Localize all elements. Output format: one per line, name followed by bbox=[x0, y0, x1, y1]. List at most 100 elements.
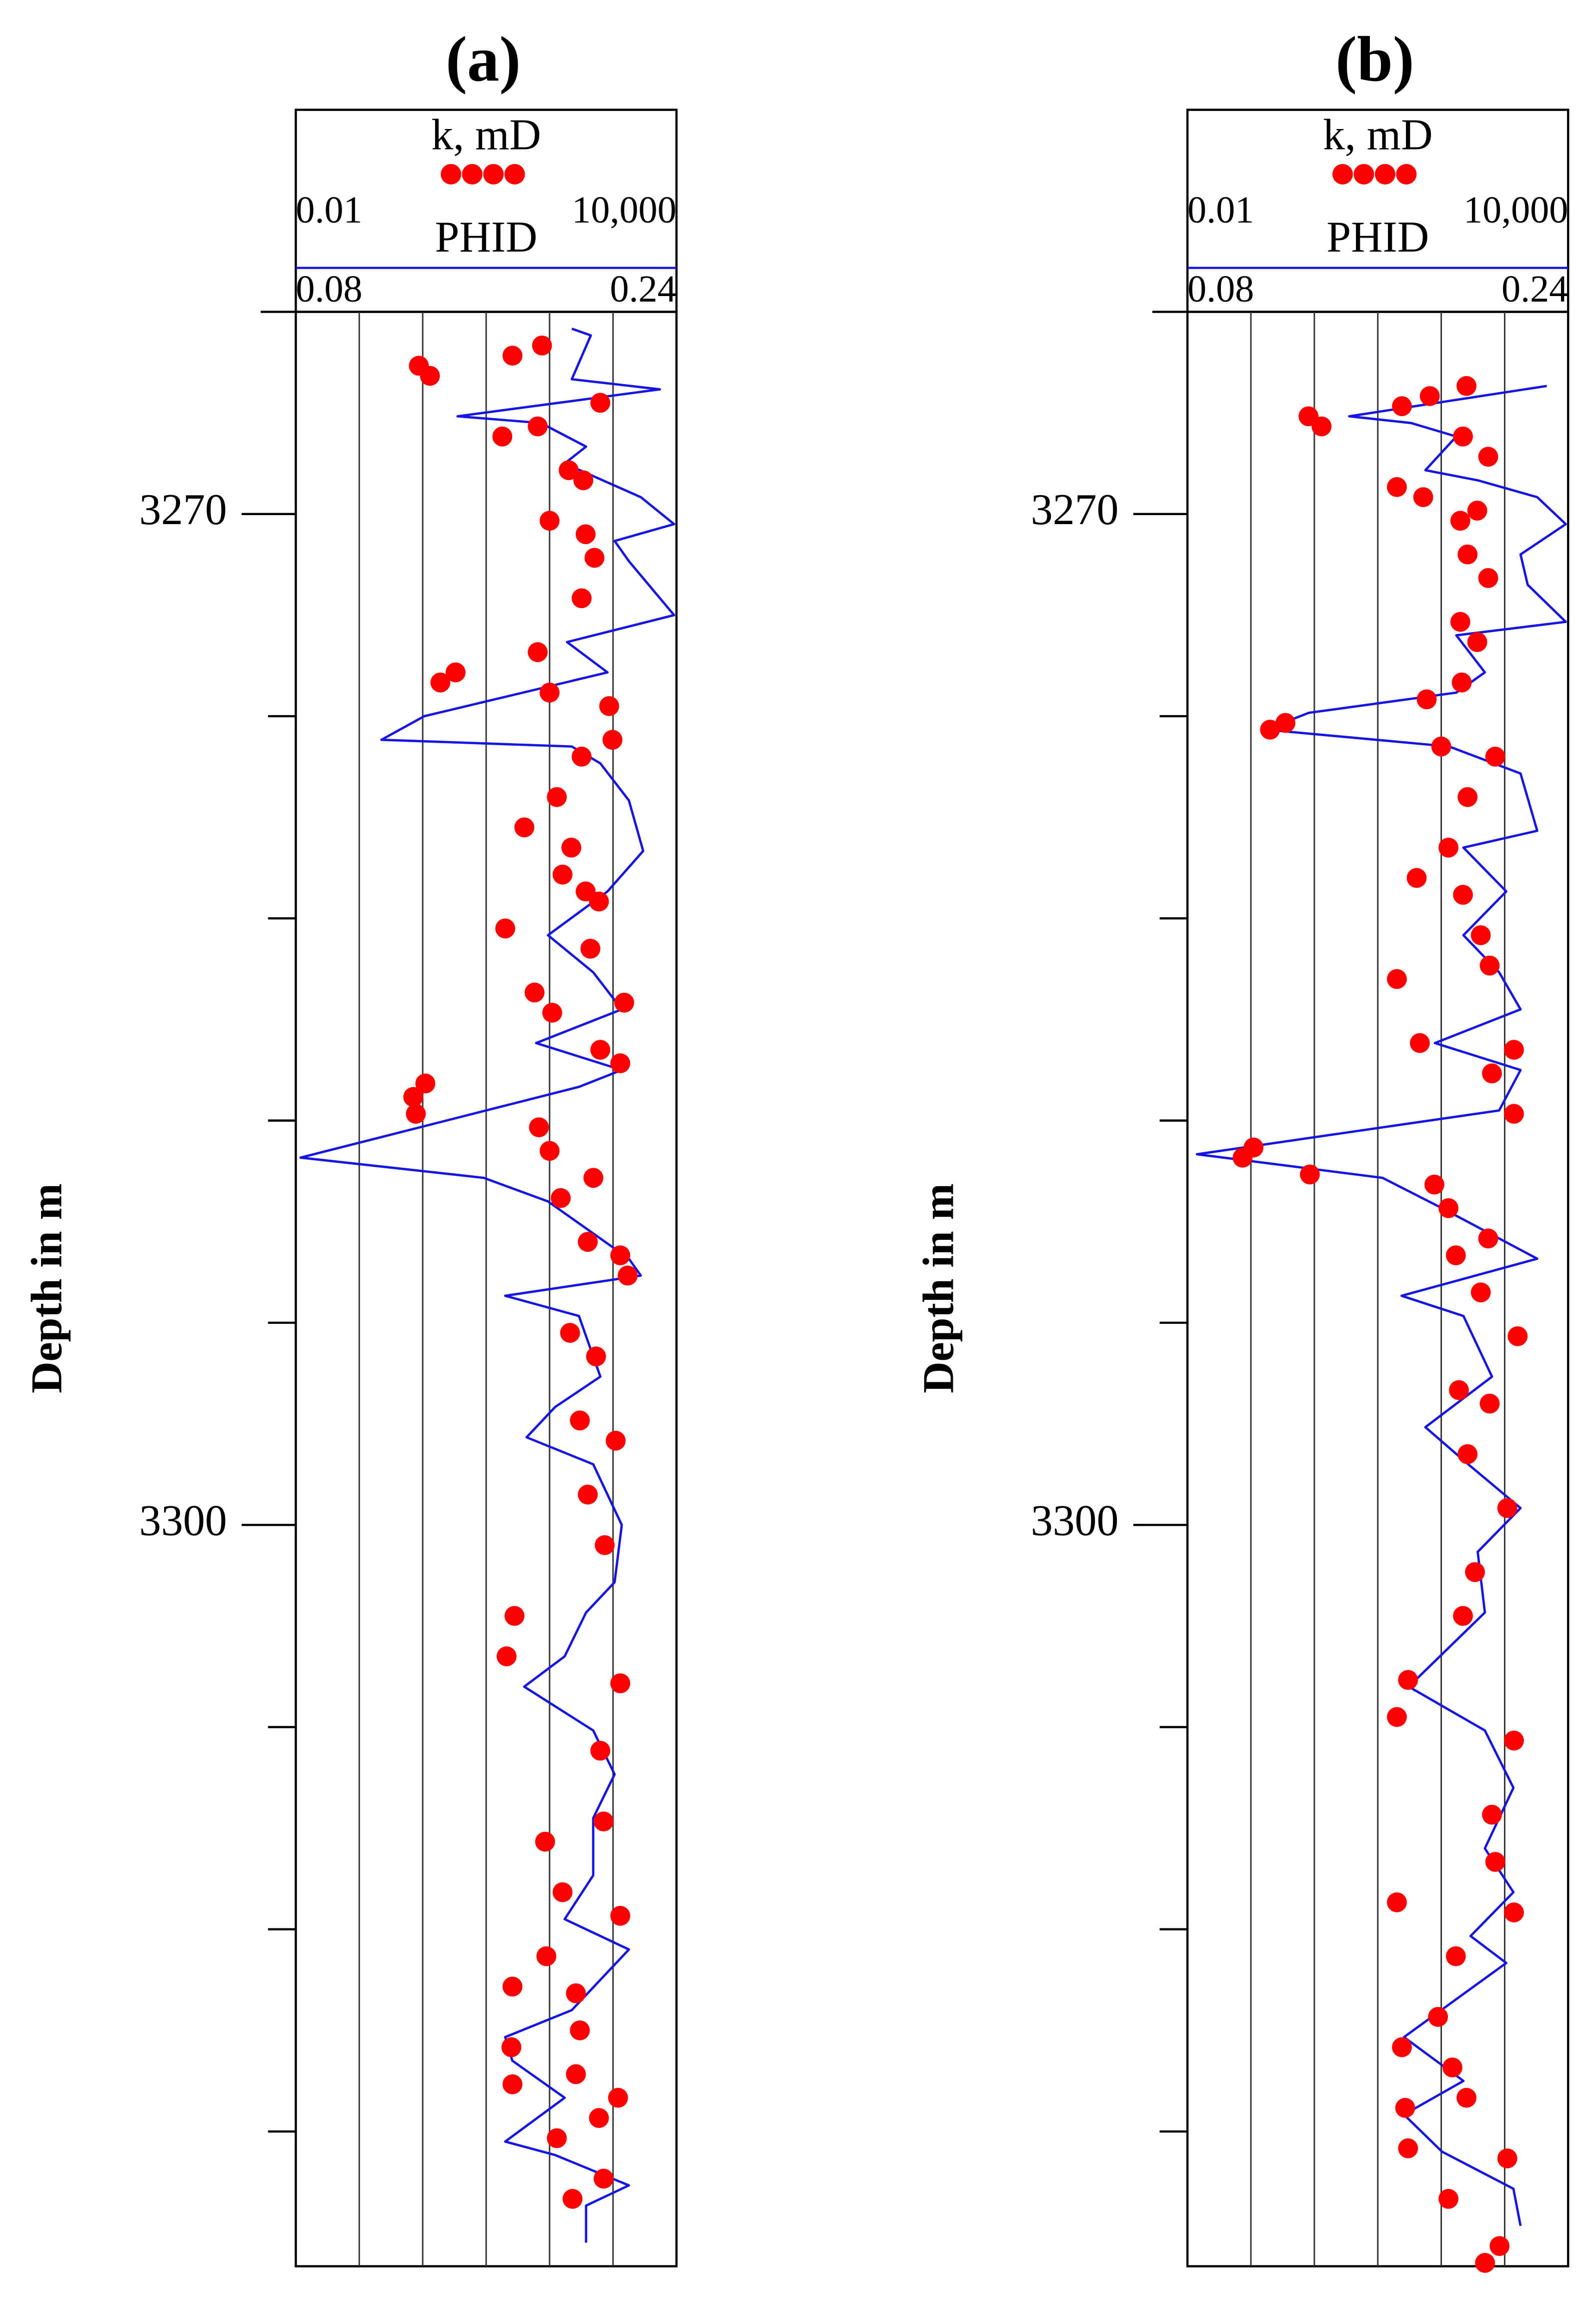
k-point bbox=[1451, 672, 1472, 693]
k-point bbox=[496, 1646, 517, 1666]
k-point bbox=[1431, 736, 1451, 757]
k-point bbox=[403, 1087, 424, 1107]
k-point bbox=[495, 918, 516, 939]
k-point bbox=[1387, 969, 1407, 989]
k-point bbox=[1406, 868, 1427, 888]
k-point bbox=[595, 1535, 615, 1555]
panel-title: (a) bbox=[446, 23, 521, 95]
k-point bbox=[1504, 1040, 1524, 1060]
k-point bbox=[566, 1983, 586, 2003]
legend-marker bbox=[483, 164, 504, 185]
k-point bbox=[1479, 955, 1500, 976]
k-point bbox=[501, 2037, 522, 2057]
k-point bbox=[1504, 1730, 1524, 1751]
legend-marker bbox=[504, 164, 525, 185]
k-point bbox=[1470, 925, 1491, 945]
k-point bbox=[559, 460, 579, 481]
k-point bbox=[1387, 1707, 1407, 1727]
k-point bbox=[552, 1882, 573, 1902]
k-point bbox=[1409, 1033, 1430, 1053]
k-point bbox=[1453, 885, 1473, 905]
k-point bbox=[614, 992, 634, 1013]
k-point bbox=[1232, 1147, 1253, 1168]
k-point bbox=[1387, 1892, 1407, 1912]
k-point bbox=[1457, 787, 1478, 807]
legend-marker bbox=[441, 164, 462, 185]
k-point bbox=[1424, 1174, 1444, 1195]
k-point bbox=[1485, 1852, 1505, 1872]
k-point bbox=[1275, 713, 1295, 733]
k-point bbox=[1478, 1228, 1498, 1249]
k-point bbox=[561, 837, 582, 858]
k-point bbox=[535, 1831, 555, 1852]
k-point bbox=[536, 1946, 557, 1966]
k-point bbox=[532, 335, 552, 356]
legend-label: k, mD bbox=[431, 110, 541, 159]
k-point bbox=[1482, 1063, 1502, 1084]
x-tick-label: 10,000 bbox=[1463, 189, 1568, 231]
k-point bbox=[1453, 1606, 1473, 1626]
k-point bbox=[539, 511, 560, 531]
legend-label: PHID bbox=[1326, 213, 1429, 261]
k-point bbox=[570, 2020, 590, 2040]
y-tick-label: 3270 bbox=[139, 485, 227, 534]
legend-marker bbox=[1332, 164, 1353, 185]
k-point bbox=[608, 2087, 628, 2108]
k-point bbox=[1475, 2252, 1495, 2273]
legend-marker bbox=[1396, 164, 1417, 185]
k-point bbox=[1489, 2236, 1510, 2256]
k-point bbox=[445, 662, 466, 683]
k-point bbox=[502, 1976, 523, 1997]
k-point bbox=[504, 1606, 525, 1626]
y-tick-label: 3300 bbox=[1031, 1496, 1119, 1544]
k-point bbox=[590, 393, 611, 413]
k-point bbox=[1497, 1498, 1517, 1518]
k-point bbox=[1438, 837, 1458, 858]
k-point bbox=[610, 1905, 631, 1926]
k-point bbox=[1387, 477, 1407, 497]
k-point bbox=[584, 548, 605, 568]
k-point bbox=[578, 1232, 598, 1252]
k-point bbox=[1413, 487, 1433, 508]
k-point bbox=[502, 346, 523, 366]
k-point bbox=[1465, 1562, 1485, 1582]
k-point bbox=[1419, 386, 1440, 406]
k-point bbox=[589, 2108, 609, 2128]
k-point bbox=[542, 1003, 562, 1023]
legend-marker bbox=[1374, 164, 1395, 185]
k-point bbox=[1478, 447, 1498, 467]
k-point bbox=[618, 1265, 638, 1286]
k-point bbox=[610, 1245, 631, 1266]
k-point bbox=[1395, 2097, 1415, 2118]
k-point bbox=[1478, 568, 1498, 588]
k-point bbox=[1392, 2037, 1412, 2057]
y-tick-label: 3300 bbox=[139, 1496, 227, 1544]
k-point bbox=[593, 1811, 614, 1832]
k-point bbox=[580, 939, 601, 959]
k-point bbox=[610, 1673, 631, 1693]
k-point bbox=[415, 1073, 436, 1094]
k-point bbox=[1428, 2007, 1448, 2027]
k-point bbox=[1457, 1444, 1478, 1464]
x-tick-label: 10,000 bbox=[572, 189, 676, 231]
k-point bbox=[1392, 396, 1412, 417]
k-point bbox=[1497, 2148, 1517, 2168]
legend-label: PHID bbox=[435, 213, 538, 261]
k-point bbox=[572, 588, 592, 609]
y-tick-label: 3270 bbox=[1031, 485, 1119, 534]
x-tick-label: 0.01 bbox=[1187, 189, 1254, 231]
phid-line bbox=[1195, 385, 1567, 2226]
k-point bbox=[539, 683, 560, 703]
k-point bbox=[1445, 1946, 1466, 1966]
k-point bbox=[1479, 1393, 1500, 1414]
k-point bbox=[599, 696, 619, 716]
k-point bbox=[575, 524, 596, 545]
k-point bbox=[1260, 720, 1280, 740]
k-point bbox=[1467, 501, 1487, 521]
k-point bbox=[562, 2188, 583, 2209]
k-point bbox=[1449, 1380, 1469, 1400]
k-point bbox=[583, 1168, 604, 1188]
k-point bbox=[578, 1484, 598, 1505]
k-point bbox=[1450, 612, 1470, 632]
